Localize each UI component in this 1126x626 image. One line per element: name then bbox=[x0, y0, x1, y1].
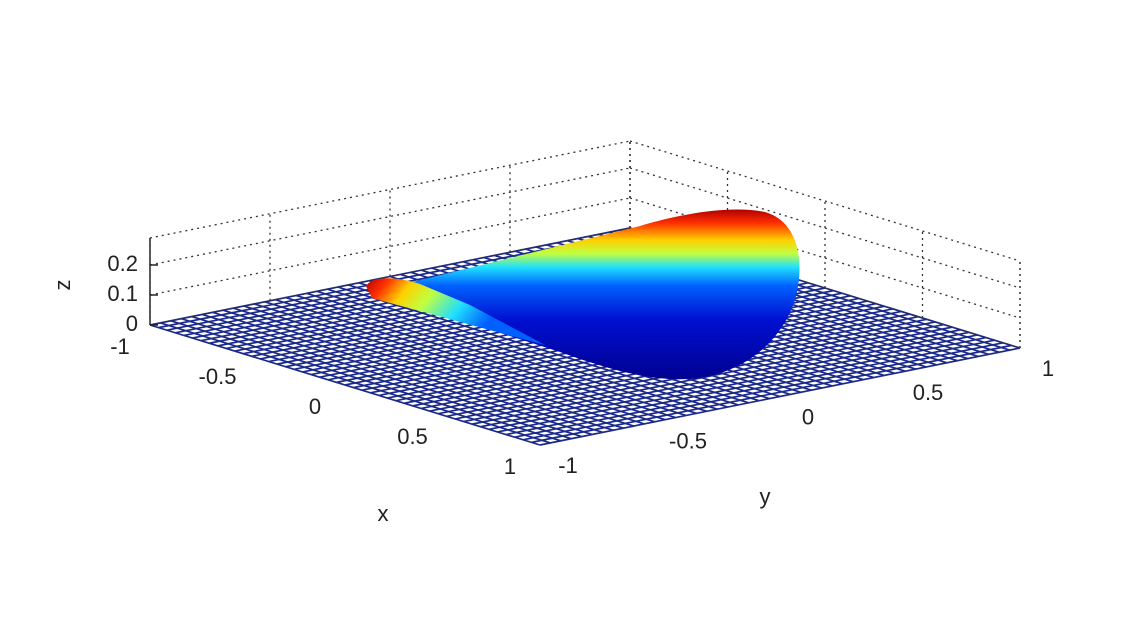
x-tick-label: -1 bbox=[110, 334, 130, 359]
box-edge bbox=[149, 140, 631, 239]
x-tick-label: 0 bbox=[309, 394, 321, 419]
y-tick-label: 0 bbox=[802, 404, 814, 429]
y-tick-label: -1 bbox=[558, 453, 578, 478]
mesh-line bbox=[472, 326, 953, 425]
grid-line bbox=[629, 227, 1021, 349]
grid-line bbox=[629, 167, 1021, 289]
y-tick-label: 1 bbox=[1042, 356, 1054, 381]
y-tick-label: 0.5 bbox=[913, 380, 944, 405]
grid bbox=[149, 140, 1021, 349]
mesh-line bbox=[531, 344, 1012, 444]
z-tick-label: 0.1 bbox=[107, 281, 138, 306]
surface-body bbox=[372, 209, 800, 380]
z-axis-label: z bbox=[50, 280, 75, 291]
y-tick-label: -0.5 bbox=[669, 429, 707, 454]
surface bbox=[366, 209, 800, 380]
z-tick-label: 0 bbox=[126, 311, 138, 336]
mesh-line bbox=[514, 339, 995, 439]
grid-line bbox=[149, 227, 631, 326]
grid-line bbox=[149, 167, 631, 266]
mesh-line bbox=[480, 328, 961, 428]
surface-tip bbox=[366, 278, 545, 345]
box-edge bbox=[629, 140, 1021, 262]
mesh-line bbox=[497, 334, 978, 433]
grid-line bbox=[629, 197, 1021, 319]
x-tick-label: 1 bbox=[504, 454, 516, 479]
mesh-line bbox=[505, 336, 987, 436]
mesh-line bbox=[488, 331, 970, 431]
x-tick-label: -0.5 bbox=[199, 364, 237, 389]
x-axis-label: x bbox=[378, 501, 389, 526]
x-tick-label: 0.5 bbox=[397, 424, 428, 449]
mesh-line bbox=[539, 347, 1021, 446]
y-axis-label: y bbox=[760, 484, 771, 509]
mesh-line bbox=[522, 341, 1004, 441]
grid-line bbox=[149, 197, 631, 296]
z-tick-label: 0.2 bbox=[107, 251, 138, 276]
